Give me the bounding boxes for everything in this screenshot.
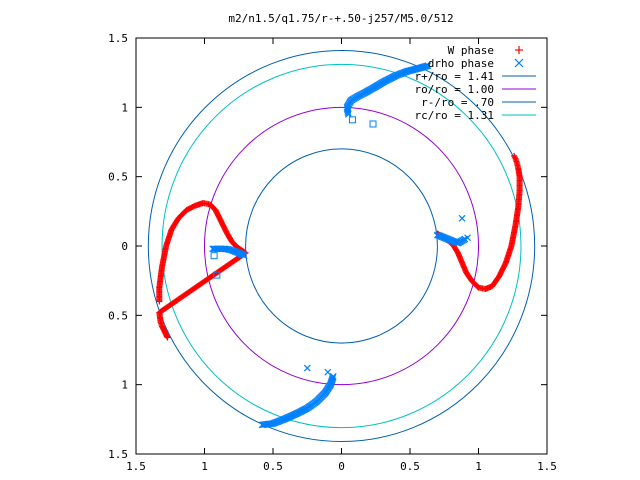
y-tick-label: 1.5 (108, 32, 128, 45)
tick-labels: 1.5 1 0.5 0 0.5 1 1.51.510.500.511.5 (108, 32, 557, 473)
x-tick-label: 1.5 (537, 460, 557, 473)
drho-phase-point (303, 364, 311, 372)
chart-title: m2/n1.5/q1.75/r-+.50-j257/M5.0/512 (228, 12, 453, 25)
w-phase-point (511, 154, 518, 161)
w-phase-point (512, 155, 519, 162)
w-phase-point (511, 152, 518, 159)
x-tick-label: 1 (201, 460, 208, 473)
reference-circle (147, 49, 536, 443)
drho-phase-point (424, 62, 432, 70)
legend-entry: r-/ro = .70 (421, 96, 494, 109)
w-phase-point (164, 334, 171, 341)
legend-marker-plus (515, 46, 523, 54)
y-tick-label: 1.5 (108, 448, 128, 461)
legend-entry: W phase (448, 44, 494, 57)
y-tick-label: 0.5 (108, 171, 128, 184)
legend-entry: ro/ro = 1.00 (415, 83, 494, 96)
reference-circles (147, 49, 536, 443)
axis-ticks (135, 37, 548, 455)
reference-circle (245, 148, 438, 344)
square-point (348, 116, 356, 124)
drho-phase-point (324, 368, 332, 376)
square-point (210, 252, 218, 260)
drho-phase-point (261, 421, 268, 428)
y-tick-label: 0 (121, 240, 128, 253)
drho-phase-point (458, 214, 466, 222)
data-points (156, 62, 523, 429)
drho-phase-point (423, 62, 431, 70)
drho-phase-point (464, 234, 471, 242)
reference-circle (204, 106, 479, 386)
drho-phase-point (259, 421, 267, 429)
x-tick-label: 0.5 (263, 460, 283, 473)
square-point (369, 120, 377, 128)
x-tick-label: 1.5 (126, 460, 146, 473)
y-tick-label: 1 (121, 379, 128, 392)
x-tick-label: 1 (475, 460, 482, 473)
drho-phase-point (421, 63, 429, 70)
legend-entry: rc/ro = 1.31 (415, 109, 494, 122)
y-tick-label: 1 (121, 101, 128, 114)
drho-phase-point (240, 252, 248, 260)
legend-marker-cross (514, 58, 524, 68)
square-point (213, 271, 221, 279)
y-tick-label: 0.5 (108, 309, 128, 322)
x-tick-label: 0.5 (400, 460, 420, 473)
legend-entry: drho phase (428, 57, 494, 70)
x-tick-label: 0 (338, 460, 345, 473)
reference-circle (161, 63, 522, 429)
drho-phase-point (258, 421, 266, 429)
legend-entry: r+/ro = 1.41 (415, 70, 494, 83)
